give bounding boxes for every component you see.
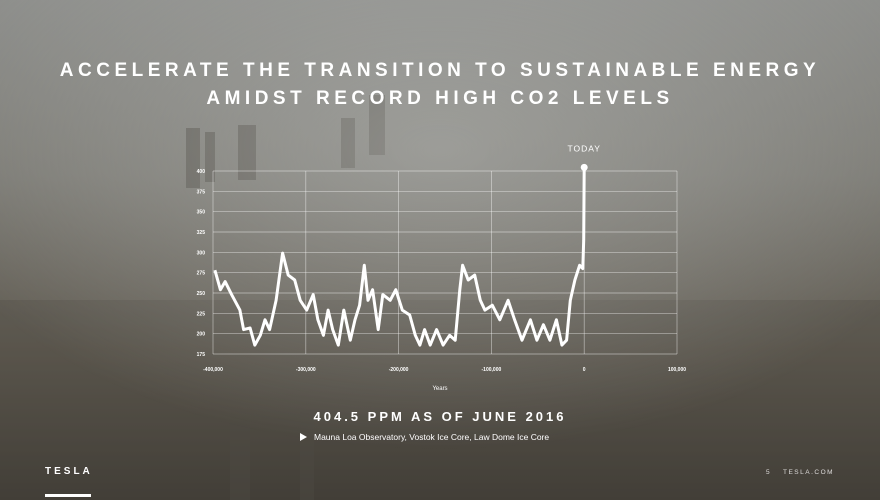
- y-tick-label: 325: [197, 230, 206, 236]
- x-tick-label: 100,000: [668, 367, 686, 373]
- x-tick-label: -400,000: [203, 367, 223, 373]
- y-tick-label: 200: [197, 332, 206, 338]
- page-number: 5: [766, 469, 770, 476]
- x-tick-label: 0: [583, 367, 586, 373]
- y-tick-label: 250: [197, 291, 206, 297]
- y-tick-label: 275: [197, 271, 206, 277]
- y-tick-label: 225: [197, 311, 206, 317]
- x-tick-label: -100,000: [482, 367, 502, 373]
- x-axis-label: Years: [432, 386, 447, 392]
- today-marker: [580, 163, 588, 171]
- x-tick-label: -300,000: [296, 367, 316, 373]
- logo-underline: [45, 494, 91, 497]
- logo: TESLA: [45, 466, 93, 477]
- title-line: AMIDST RECORD HIGH CO2 LEVELS: [206, 88, 673, 109]
- title-line: ACCELERATE THE TRANSITION TO SUSTAINABLE…: [60, 60, 820, 81]
- y-tick-label: 400: [197, 169, 206, 175]
- y-tick-label: 350: [197, 210, 206, 216]
- annotation: TODAY: [567, 143, 601, 153]
- headline: 404.5 PPM AS OF JUNE 2016: [314, 409, 567, 424]
- y-tick-label: 300: [197, 250, 206, 256]
- y-tick-label: 175: [197, 352, 206, 358]
- co2-line: [213, 167, 586, 347]
- x-tick-label: -200,000: [389, 367, 409, 373]
- source: Mauna Loa Observatory, Vostok Ice Core, …: [314, 432, 549, 442]
- bullet-arrow: [300, 433, 307, 441]
- y-tick-label: 375: [197, 189, 206, 195]
- site: TESLA.COM: [783, 469, 834, 476]
